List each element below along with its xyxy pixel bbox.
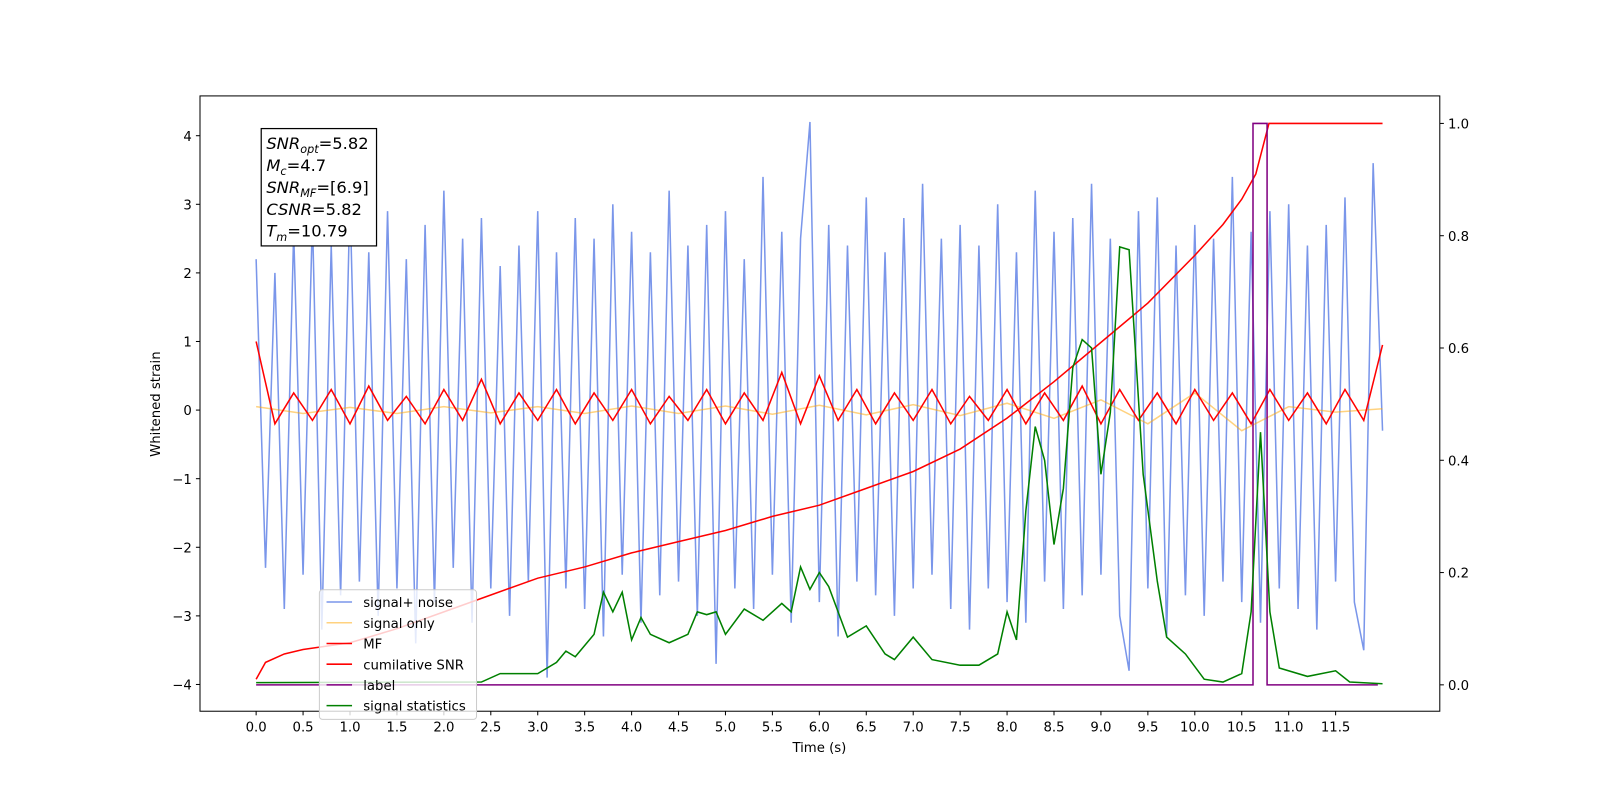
annotation-text: =5.82 xyxy=(312,200,362,219)
annotation-text: =[6.9] xyxy=(316,178,368,197)
y-axis-label: Whitened strain xyxy=(149,351,164,456)
series-line xyxy=(256,122,1378,686)
annotation-text: =4.7 xyxy=(287,156,327,175)
y-tick-label: 2 xyxy=(183,267,191,282)
legend-box xyxy=(318,589,478,720)
x-tick-label: 10.0 xyxy=(1180,721,1210,736)
x-tick-label: 1.5 xyxy=(386,721,407,736)
x-tick-label: 6.5 xyxy=(856,721,877,736)
x-tick-label: 3.5 xyxy=(574,721,595,736)
y2-tick-label: 0.0 xyxy=(1448,679,1469,694)
annotation-sub: m xyxy=(276,231,287,244)
annotation-sub: c xyxy=(280,165,287,178)
y-tick-label: −3 xyxy=(172,610,192,625)
x-tick-label: 2.5 xyxy=(480,721,501,736)
x-tick-label: 4.0 xyxy=(621,721,642,736)
x-tick-label: 11.5 xyxy=(1321,721,1351,736)
x-tick-label: 3.0 xyxy=(527,721,548,736)
plot-frame xyxy=(199,95,1441,712)
annotation-name: M xyxy=(266,156,280,175)
annotation-name: SNR xyxy=(266,178,300,197)
y2-tick-label: 0.4 xyxy=(1448,454,1469,469)
y2-tick-label: 0.2 xyxy=(1448,567,1469,582)
x-axis-label: Time (s) xyxy=(791,741,846,756)
x-tick-label: 9.5 xyxy=(1137,721,1158,736)
x-tick-label: 0.0 xyxy=(246,721,267,736)
legend-label: signal statistics xyxy=(363,700,466,715)
annotation-box xyxy=(260,127,378,247)
annotation-text: =10.79 xyxy=(287,222,347,241)
legend-label: label xyxy=(363,679,395,694)
y-tick-label: −1 xyxy=(172,473,192,488)
series-line xyxy=(256,245,1383,685)
legend-label: cumilative SNR xyxy=(363,658,464,673)
x-tick-label: 0.5 xyxy=(293,721,314,736)
x-tick-label: 11.0 xyxy=(1274,721,1304,736)
y2-tick-label: 0.8 xyxy=(1448,230,1469,245)
y-tick-label: 0 xyxy=(183,404,191,419)
x-tick-label: 5.5 xyxy=(762,721,783,736)
x-tick-label: 8.0 xyxy=(997,721,1018,736)
x-tick-label: 1.0 xyxy=(339,721,360,736)
x-tick-label: 7.0 xyxy=(903,721,924,736)
annotation-name: T xyxy=(266,222,278,241)
series-line xyxy=(256,391,1383,432)
x-tick-label: 4.5 xyxy=(668,721,689,736)
x-tick-label: 2.0 xyxy=(433,721,454,736)
annotation-line: Tm=10.79 xyxy=(266,222,347,244)
y-tick-label: 4 xyxy=(183,130,191,145)
annotation-line: SNRopt=5.82 xyxy=(266,134,368,156)
legend-label: signal+ noise xyxy=(363,596,453,611)
annotation-sub: opt xyxy=(300,143,319,156)
x-tick-label: 10.5 xyxy=(1227,721,1257,736)
annotation-line: CSNR=5.82 xyxy=(266,200,362,219)
annotation-line: SNRMF=[6.9] xyxy=(266,178,368,200)
legend-label: signal only xyxy=(363,617,435,632)
x-tick-label: 8.5 xyxy=(1043,721,1064,736)
series-line xyxy=(255,341,1384,426)
annotation-line: Mc=4.7 xyxy=(266,156,326,178)
x-tick-label: 7.5 xyxy=(950,721,971,736)
x-tick-label: 9.0 xyxy=(1090,721,1111,736)
annotation-sub: MF xyxy=(300,187,317,200)
y2-tick-label: 1.0 xyxy=(1448,118,1469,133)
annotation-name: CSNR xyxy=(266,200,312,219)
y-tick-label: 3 xyxy=(183,198,191,213)
x-tick-label: 6.0 xyxy=(809,721,830,736)
x-tick-label: 5.0 xyxy=(715,721,736,736)
annotation-name: SNR xyxy=(266,134,300,153)
y-tick-label: −4 xyxy=(172,679,192,694)
y-tick-label: −2 xyxy=(172,541,192,556)
y2-tick-label: 0.6 xyxy=(1448,342,1469,357)
series-line xyxy=(255,121,1384,678)
legend-label: MF xyxy=(363,638,382,653)
y-tick-label: 1 xyxy=(183,336,191,351)
annotation-text: =5.82 xyxy=(319,134,369,153)
